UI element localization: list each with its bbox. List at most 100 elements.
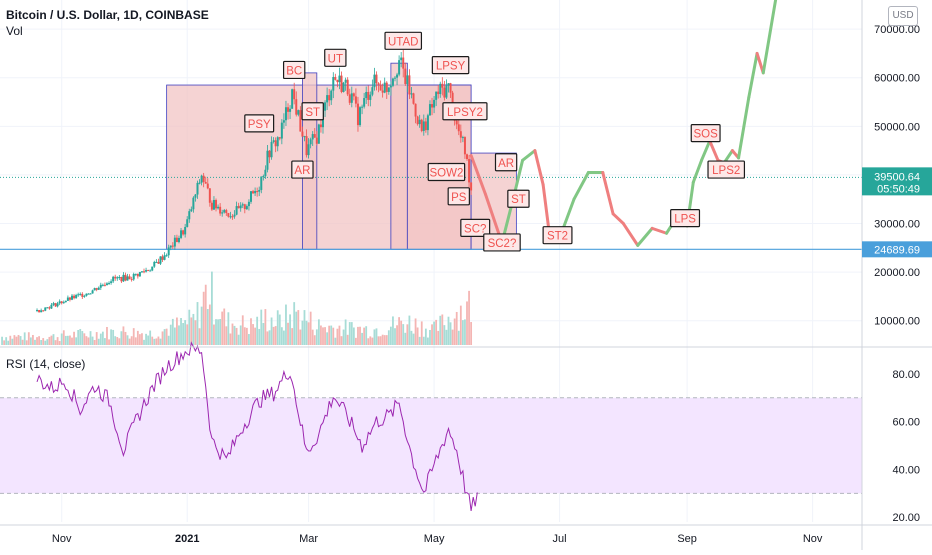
candle-body [313, 134, 316, 138]
rsi-tick-label: 40.00 [892, 464, 920, 476]
wyckoff-label: SC2? [483, 233, 521, 252]
candle-body [379, 84, 382, 91]
volume-bar [5, 337, 8, 345]
volume-bar [208, 304, 211, 345]
volume-bar [136, 330, 139, 345]
volume-bar [165, 328, 168, 345]
volume-bar [322, 327, 324, 345]
candle-body [268, 150, 271, 158]
volume-bar [431, 324, 433, 345]
volume-bar [348, 322, 351, 345]
candle-body [75, 295, 78, 299]
volume-bar [46, 339, 49, 345]
volume-bar [227, 312, 230, 345]
projection-segment [737, 95, 751, 160]
candle-body [136, 273, 139, 277]
volume-bar [128, 338, 131, 345]
volume-bar [66, 335, 69, 345]
volume-bar [157, 336, 160, 345]
projection-segment [512, 158, 525, 196]
volume-bar [213, 324, 215, 345]
candle-body [46, 307, 49, 309]
volume-bar [412, 333, 415, 345]
projection-segment [761, 0, 778, 75]
candle-body [182, 230, 185, 235]
wyckoff-label: LPSY2 [442, 102, 488, 121]
projection-segment [691, 158, 704, 184]
candle-body [449, 83, 452, 93]
volume-bar [217, 319, 219, 345]
volume-bar [447, 316, 450, 345]
volume-bar [50, 335, 53, 345]
label-box [431, 55, 470, 75]
label-box [301, 102, 324, 121]
candle-body [58, 301, 61, 304]
wyckoff-label: UTAD [384, 31, 423, 50]
volume-bar [17, 334, 20, 345]
candle-body [408, 75, 411, 95]
projection-segment [708, 139, 720, 162]
volume-bar [237, 334, 240, 345]
candle-body [457, 124, 460, 132]
currency-button[interactable]: USD [888, 6, 918, 26]
label-box [460, 218, 491, 237]
candle-body [468, 159, 471, 183]
volume-bar [394, 328, 396, 345]
candle-body [194, 194, 197, 198]
candle-body [68, 297, 71, 300]
volume-bar [13, 335, 16, 345]
volume-bar [161, 331, 164, 345]
candle-body [330, 90, 333, 101]
candle-body [229, 216, 232, 218]
candle-body [225, 210, 228, 214]
volume-bar [278, 314, 281, 345]
volume-bar [262, 322, 265, 345]
volume-bar [371, 337, 374, 345]
volume-bar [373, 329, 376, 345]
wyckoff-label: AR [494, 153, 518, 172]
candle-body [470, 182, 473, 191]
candle-body [204, 181, 207, 184]
candle-body [231, 216, 234, 218]
candle-body [50, 304, 53, 309]
volume-bar [145, 333, 147, 345]
volume-bar [385, 335, 388, 345]
volume-bar [276, 310, 279, 345]
candle-body [282, 120, 285, 123]
label-box [427, 162, 466, 182]
candle-body [155, 261, 158, 263]
candle-body [455, 120, 458, 125]
candle-body [101, 284, 104, 286]
volume-bar [470, 322, 473, 345]
volume-bar [352, 327, 355, 345]
volume-bar [274, 326, 277, 345]
volume-bar [200, 306, 203, 345]
candle-body [71, 295, 74, 300]
candle-body [431, 104, 434, 108]
volume-bar [363, 327, 366, 345]
volume-bar [120, 331, 123, 345]
volume-bar [427, 337, 429, 345]
volume-bar [159, 338, 162, 345]
candle-body [278, 137, 281, 139]
candle-body [342, 82, 345, 92]
volume-bar [270, 317, 273, 345]
candle-body [237, 206, 240, 209]
volume-bar [178, 325, 180, 345]
volume-bar [89, 331, 92, 345]
candle-body [233, 214, 236, 217]
volume-bar [233, 325, 236, 345]
volume-bar [291, 328, 294, 345]
volume-bar [301, 320, 304, 345]
projection-segment [533, 149, 545, 187]
candle-body [326, 95, 329, 103]
distribution-boxes [166, 62, 517, 250]
candle-body [180, 230, 183, 238]
volume-bar [260, 309, 263, 345]
volume-bar [455, 311, 458, 345]
price-tick-label: 10000.00 [874, 316, 920, 328]
volume-bar [461, 320, 464, 345]
volume-bar [402, 324, 405, 345]
volume-bar [163, 329, 166, 345]
